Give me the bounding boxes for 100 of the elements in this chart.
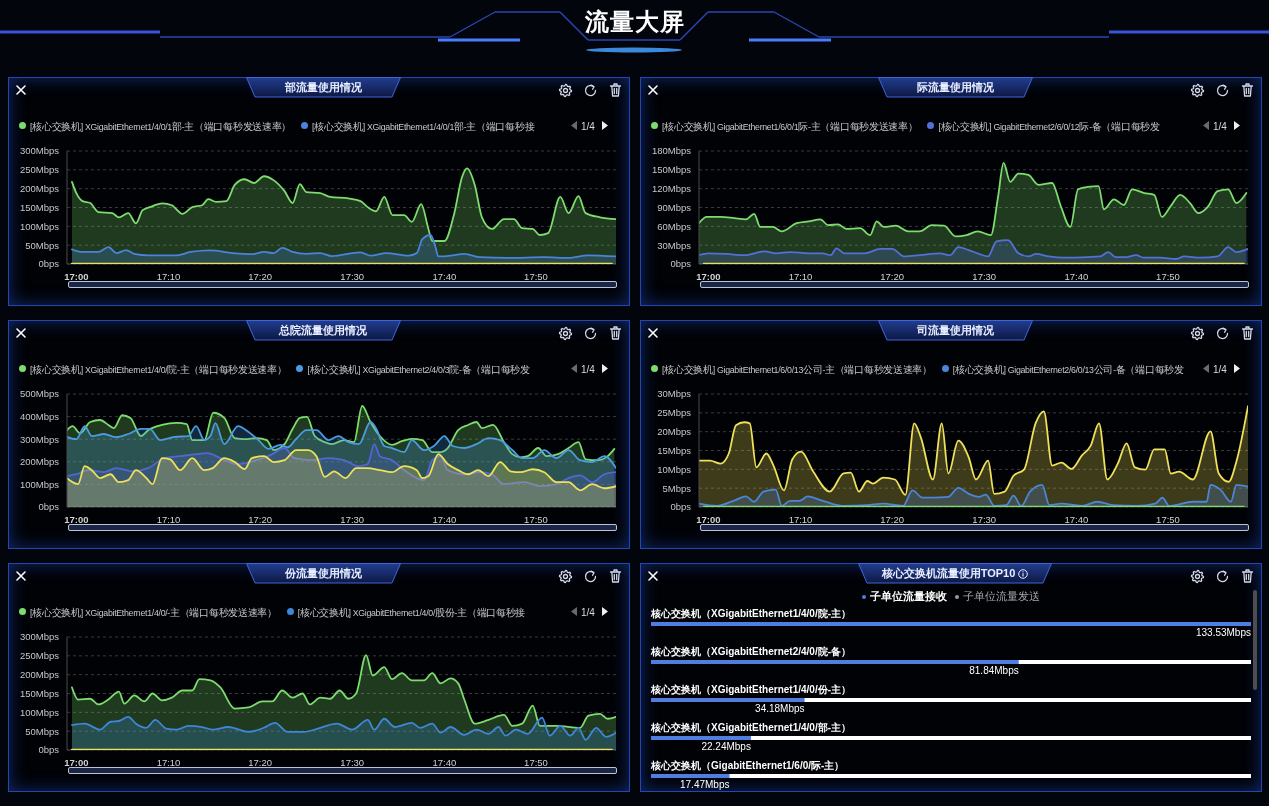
y-tick-label: 120Mbps [651, 183, 692, 195]
y-tick-label: 10Mbps [657, 463, 692, 475]
x-tick-label: 17:40 [432, 514, 457, 525]
legend-label: [核心交换机] GigabitEthernet2/6/0/12际-备（端口每秒发 [938, 121, 1160, 132]
y-tick-label: 150Mbps [651, 164, 692, 176]
x-tick-label: 17:40 [432, 271, 457, 282]
chart-title: 总院流量使用情况 [279, 323, 367, 338]
data-label: 133.53Mbps [1195, 627, 1251, 638]
y-tick-label: 100Mbps [19, 478, 60, 490]
chart-title: 份流量使用情况 [284, 566, 362, 581]
y-tick-label: 核心交换机（XGigabitEthernet1/4/0/院-主） [650, 608, 852, 619]
y-tick-label: 0bps [38, 501, 60, 513]
legend-label: 子单位流量发送 [963, 590, 1040, 604]
legend-label: [核心交换机] XGigabitEthernet1/4/0/院-主（端口每秒发送速率） [30, 364, 287, 375]
legend-label: [核心交换机] XGigabitEthernet1/4/0/1部-主（端口每秒发送速率） [30, 121, 292, 132]
legend-label: [核心交换机] XGigabitEthernet1/4/0/股份-主（端口每秒接 [297, 607, 526, 618]
legend-label: [核心交换机] XGigabitEthernet1/4/0/1部-主（端口每秒接 [312, 121, 535, 132]
y-tick-label: 20Mbps [657, 426, 692, 438]
chart-title: 际流量使用情况 [916, 80, 994, 95]
y-tick-label: 核心交换机（XGigabitEthernet1/4/0/部-主） [650, 722, 852, 733]
y-tick-label: 核心交换机（GigabitEthernet1/6/0/际-主） [650, 760, 845, 771]
data-label: 34.18Mbps [755, 703, 805, 714]
x-tick-label: 17:30 [972, 271, 997, 282]
legend-label: 子单位流量接收 [870, 590, 947, 604]
y-tick-label: 250Mbps [19, 164, 60, 176]
y-tick-label: 0bps [670, 258, 692, 270]
x-tick-label: 17:30 [972, 514, 997, 525]
y-tick-label: 250Mbps [19, 650, 60, 662]
text: 1/4 [581, 363, 595, 375]
x-tick-label: 17:30 [340, 757, 365, 768]
legend-label: [核心交换机] XGigabitEthernet2/4/0/3院-备（端口每秒发 [307, 364, 530, 375]
data-label: 22.24Mbps [701, 741, 751, 752]
y-tick-label: 200Mbps [19, 669, 60, 681]
y-tick-label: 0bps [38, 744, 60, 756]
x-tick-label: 17:50 [1156, 271, 1180, 282]
y-tick-label: 100Mbps [19, 706, 60, 718]
x-tick-label: 17:10 [156, 271, 181, 282]
x-tick-label: 17:20 [248, 757, 273, 768]
x-tick-label: 17:50 [524, 271, 548, 282]
y-tick-label: 500Mbps [19, 388, 60, 400]
x-tick-label: 17:20 [880, 514, 905, 525]
x-tick-label: 17:10 [156, 757, 181, 768]
y-tick-label: 200Mbps [19, 183, 60, 195]
x-tick-label: 17:30 [340, 514, 365, 525]
x-tick-label: 17:00 [696, 514, 721, 525]
y-tick-label: 25Mbps [657, 407, 692, 419]
y-tick-label: 60Mbps [657, 220, 692, 232]
y-tick-label: 180Mbps [651, 145, 692, 157]
chart-title: 核心交换机流量使用TOP10 [881, 566, 1016, 581]
x-tick-label: 17:50 [524, 757, 548, 768]
bar [651, 736, 751, 740]
y-tick-label: 100Mbps [19, 220, 60, 232]
y-tick-label: 50Mbps [25, 239, 60, 251]
text: 1/4 [581, 606, 595, 618]
y-tick-label: 核心交换机（XGigabitEthernet1/4/0/份-主） [650, 684, 852, 695]
x-tick-label: 17:40 [1064, 271, 1089, 282]
bar [651, 774, 730, 778]
data-label: 81.84Mbps [969, 665, 1019, 676]
legend-label: [核心交换机] XGigabitEthernet1/4/0/-主（端口每秒发送速率） [30, 607, 277, 618]
x-tick-label: 17:00 [64, 514, 89, 525]
x-tick-label: 17:20 [248, 271, 273, 282]
y-tick-label: 300Mbps [19, 631, 60, 643]
y-tick-label: 核心交换机（XGigabitEthernet2/4/0/院-备） [650, 646, 852, 657]
text: 1/4 [1213, 120, 1227, 132]
y-tick-label: 300Mbps [19, 145, 60, 157]
x-tick-label: 17:00 [64, 271, 89, 282]
y-tick-label: 90Mbps [657, 201, 692, 213]
y-tick-label: 30Mbps [657, 388, 692, 400]
text: 1/4 [581, 120, 595, 132]
y-tick-label: 150Mbps [19, 687, 60, 699]
y-tick-label: 400Mbps [19, 410, 60, 422]
text: 流量大屏 [584, 7, 685, 37]
y-tick-label: 5Mbps [662, 482, 692, 494]
y-tick-label: 15Mbps [657, 444, 692, 456]
text: 1/4 [1213, 363, 1227, 375]
y-tick-label: 0bps [38, 258, 60, 270]
legend-label: [核心交换机] GigabitEthernet1/6/0/1际-主（端口每秒发送速率） [662, 121, 918, 132]
x-tick-label: 17:10 [156, 514, 181, 525]
x-tick-label: 17:00 [64, 757, 89, 768]
y-tick-label: 200Mbps [19, 456, 60, 468]
x-tick-label: 17:30 [340, 271, 365, 282]
chart-title: 部流量使用情况 [284, 80, 362, 95]
y-tick-label: 150Mbps [19, 201, 60, 213]
data-label: 17.47Mbps [680, 779, 730, 790]
chart-title: 司流量使用情况 [916, 323, 994, 338]
y-tick-label: 0bps [670, 501, 692, 513]
x-tick-label: 17:40 [432, 757, 457, 768]
y-tick-label: 30Mbps [657, 239, 692, 251]
x-tick-label: 17:20 [248, 514, 273, 525]
y-tick-label: 50Mbps [25, 725, 60, 737]
x-tick-label: 17:20 [880, 271, 905, 282]
legend-label: [核心交换机] GigabitEthernet1/6/0/13公司-主（端口每秒发送速率） [662, 364, 932, 375]
x-tick-label: 17:10 [788, 271, 813, 282]
x-tick-label: 17:40 [1064, 514, 1089, 525]
x-tick-label: 17:00 [696, 271, 721, 282]
legend-label: [核心交换机] GigabitEthernet2/6/0/13公司-备（端口每秒发 [952, 364, 1184, 375]
x-tick-label: 17:10 [788, 514, 813, 525]
x-tick-label: 17:50 [1156, 514, 1180, 525]
x-tick-label: 17:50 [524, 514, 548, 525]
y-tick-label: 300Mbps [19, 433, 60, 445]
